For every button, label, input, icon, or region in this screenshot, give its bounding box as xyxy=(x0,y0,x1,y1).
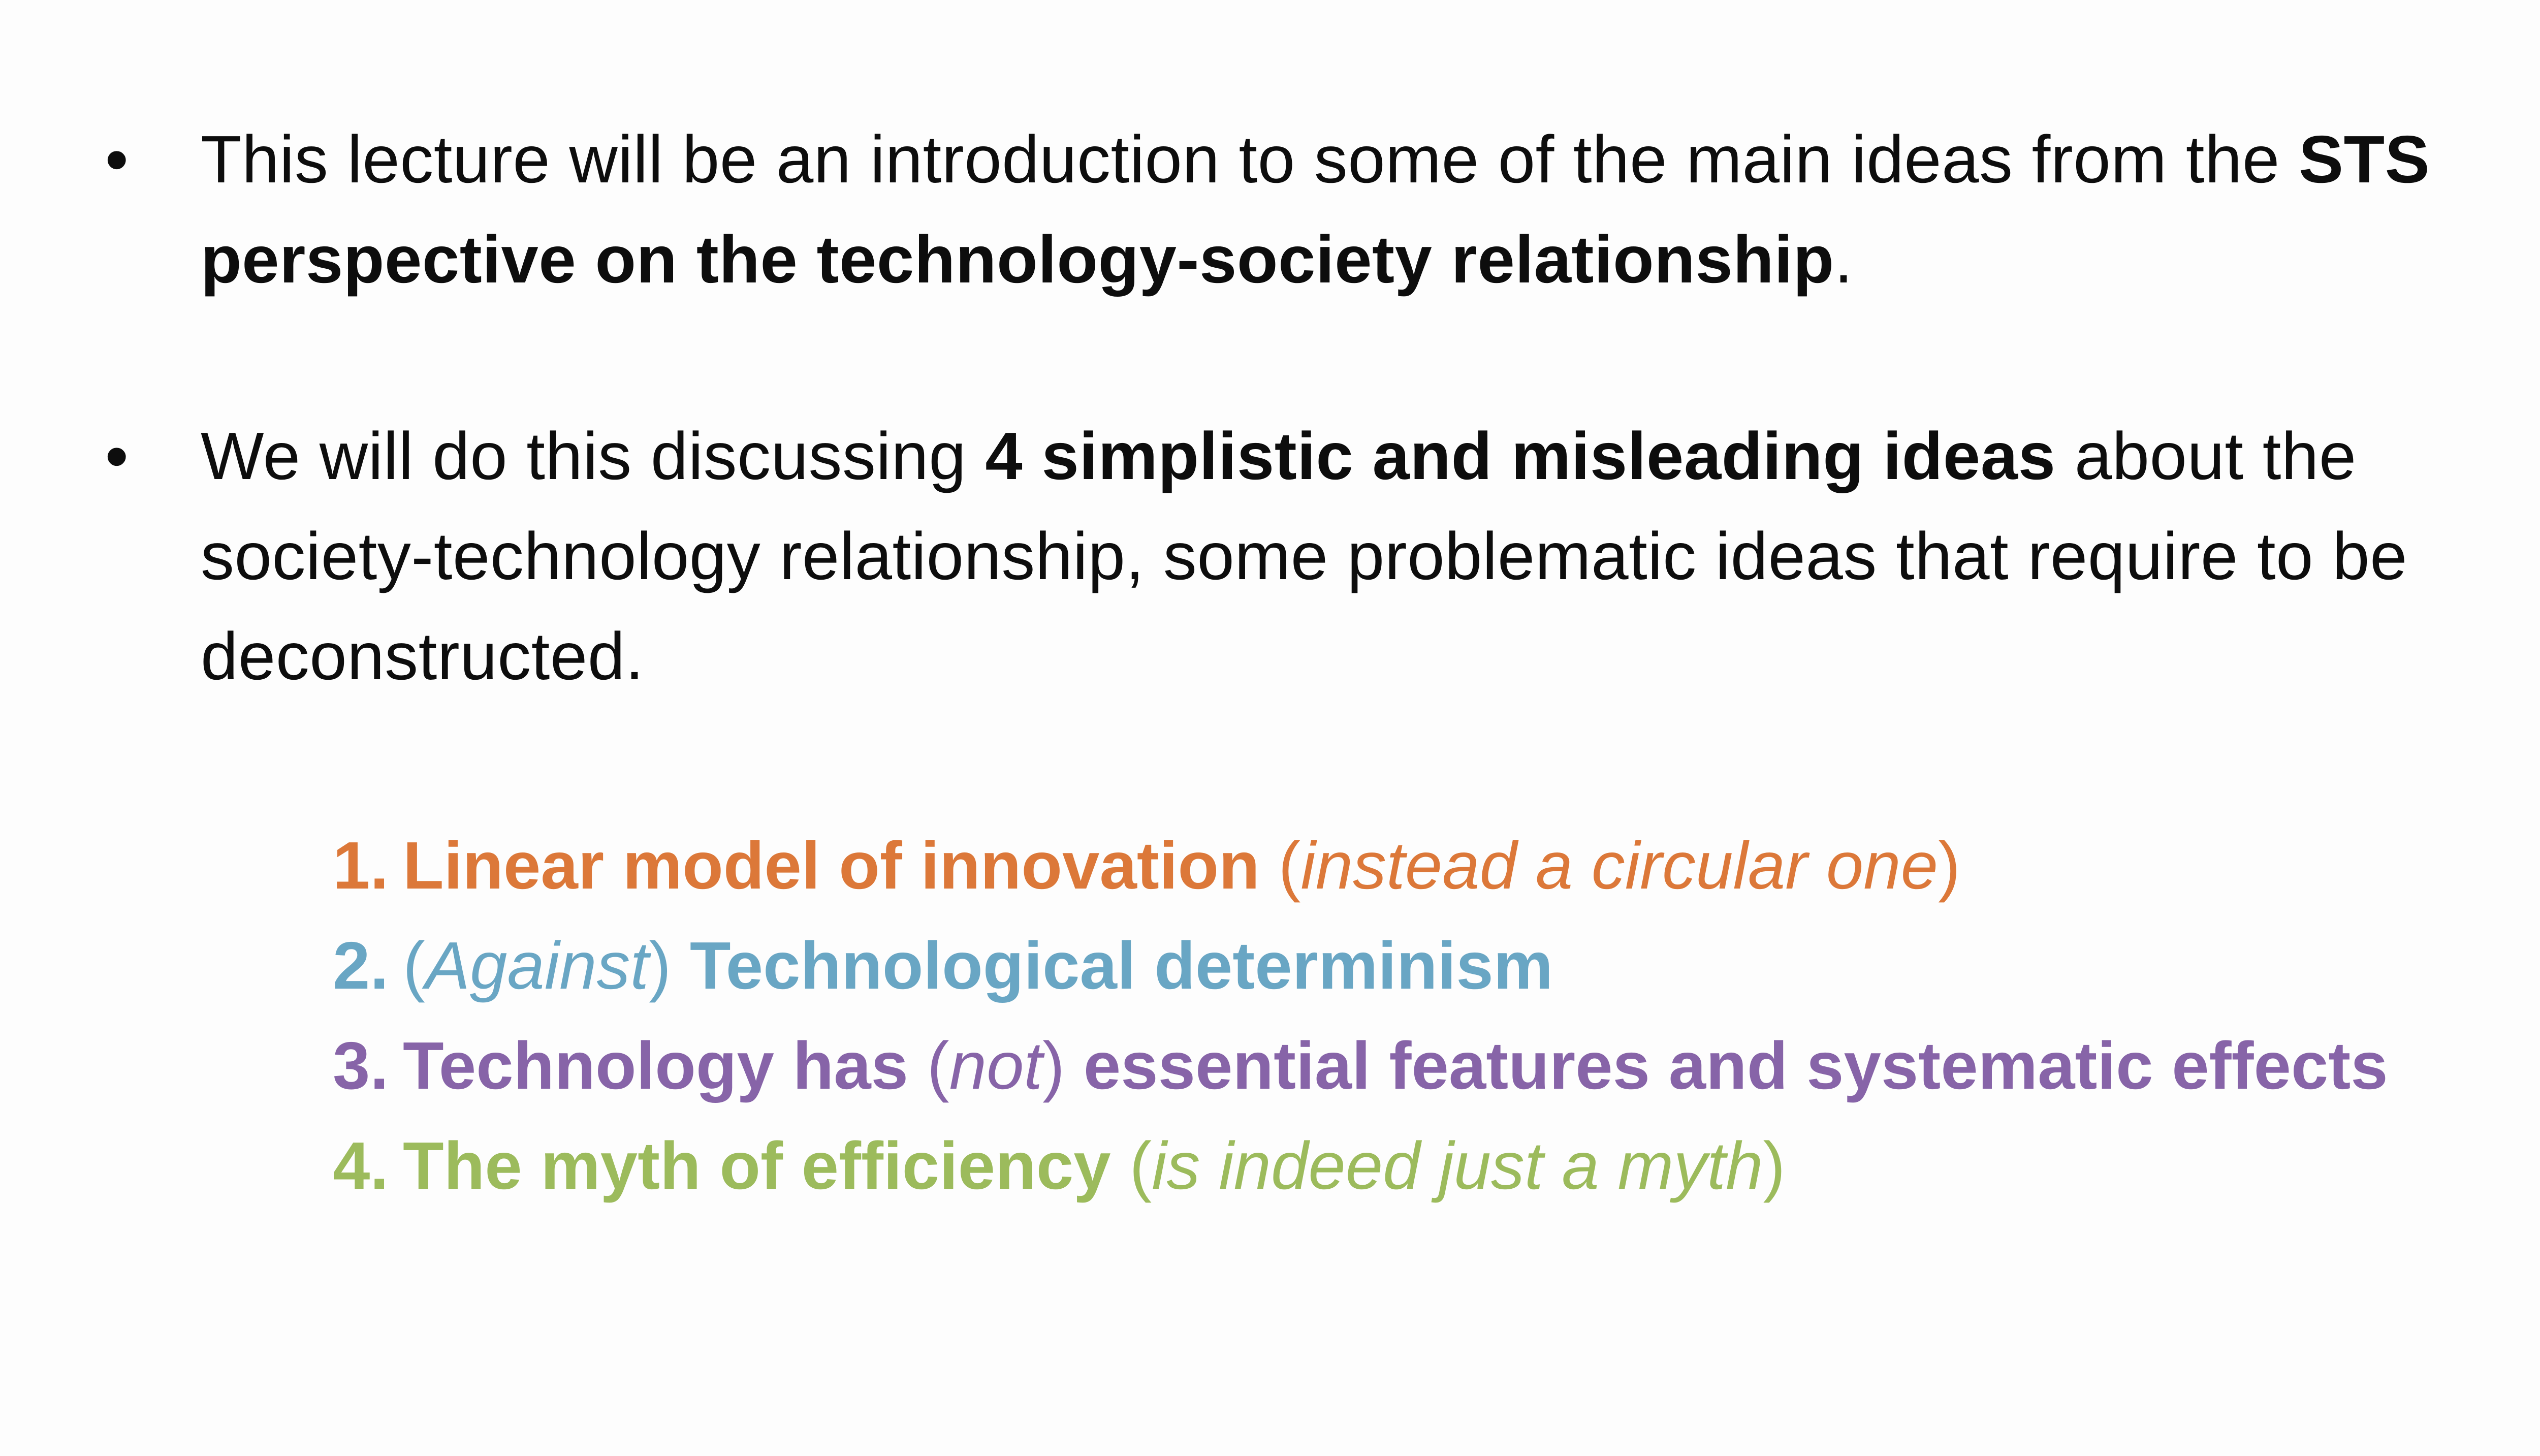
bullet-ideas: • We will do this discussing 4 simplisti… xyxy=(102,406,2489,706)
item-paren: ( xyxy=(403,928,425,1003)
item-italic-text: Against xyxy=(425,928,649,1003)
item-bold-text: essential features and systematic effect… xyxy=(1083,1028,2388,1103)
item-paren: ( xyxy=(927,1028,949,1103)
bullet-text: . xyxy=(1834,222,1853,297)
item-number: 2. xyxy=(333,928,389,1003)
bullet-text: This lecture will be an introduction to … xyxy=(201,122,2299,197)
item-bold-text: Technological determinism xyxy=(689,928,1553,1003)
item-number: 1. xyxy=(333,828,389,903)
bullet-text: about the society-technology relationshi… xyxy=(201,419,2408,693)
item-paren: ) xyxy=(1763,1128,1786,1203)
list-item-determinism: 2. (Against) Technological determinism xyxy=(333,915,2416,1016)
bullet-bold-text: STS perspective on the technology-societ… xyxy=(201,122,2430,297)
item-bold-text: The myth of efficiency xyxy=(403,1128,1111,1203)
item-paren: ) xyxy=(1938,828,1961,903)
list-item-linear-model: 1. Linear model of innovation (instead a… xyxy=(333,815,2416,915)
numbered-list: 1. Linear model of innovation (instead a… xyxy=(333,815,2416,1216)
item-paren: ( xyxy=(1259,828,1301,903)
item-paren: ) xyxy=(649,928,690,1003)
bullet-text: We will do this discussing xyxy=(201,419,986,493)
item-number: 4. xyxy=(333,1128,389,1203)
bullet-dot-icon: • xyxy=(105,122,129,197)
bullet-list: • This lecture will be an introduction t… xyxy=(102,109,2489,706)
list-item-efficiency-myth: 4. The myth of efficiency (is indeed jus… xyxy=(333,1116,2416,1216)
bullet-bold-text: 4 simplistic and misleading ideas xyxy=(985,419,2056,493)
item-italic-text: instead a circular one xyxy=(1300,828,1939,903)
item-bold-text: Technology has xyxy=(403,1028,927,1103)
item-paren: ) xyxy=(1042,1028,1084,1103)
item-italic-text: is indeed just a myth xyxy=(1152,1128,1763,1203)
bullet-intro: • This lecture will be an introduction t… xyxy=(102,109,2489,309)
item-italic-text: not xyxy=(949,1028,1043,1103)
list-item-essential-features: 3. Technology has (not) essential featur… xyxy=(333,1016,2416,1116)
item-number: 3. xyxy=(333,1028,389,1103)
bullet-dot-icon: • xyxy=(105,419,129,493)
item-paren: ( xyxy=(1110,1128,1152,1203)
item-bold-text: Linear model of innovation xyxy=(403,828,1260,903)
